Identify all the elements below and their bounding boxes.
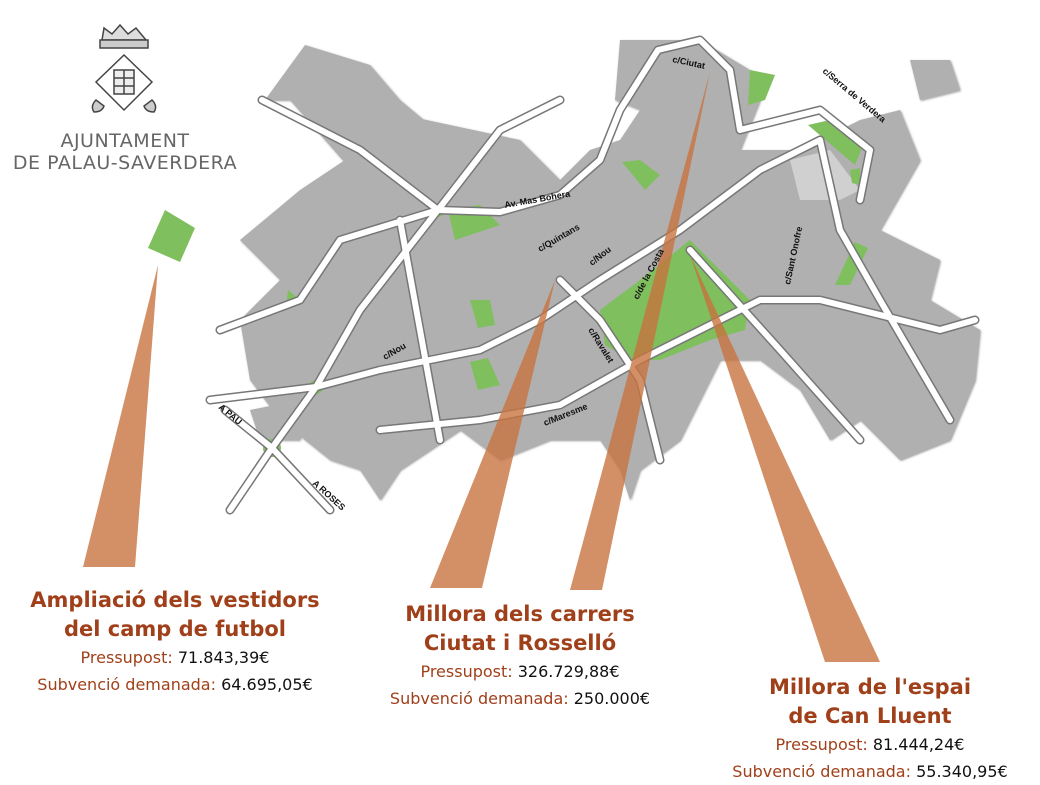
logo-line1: AJUNTAMENT (60, 130, 190, 152)
grant-value: 64.695,05€ (221, 675, 313, 694)
pointer-football (83, 265, 158, 567)
project-title: de Can Lluent (788, 704, 952, 728)
budget-value: 81.444,24€ (872, 735, 965, 754)
grant-label: Subvenció demanada: (732, 762, 911, 781)
logo-line2: DE PALAU-SAVERDERA (12, 152, 238, 174)
project-title: Ampliació dels vestidors (30, 588, 320, 612)
project-title: Millora de l'espai (768, 675, 972, 699)
grant-value: 55.340,95€ (916, 762, 1008, 781)
project-streets: Millora dels carrers Ciutat i Rosselló P… (345, 600, 695, 712)
grant-value: 250.000€ (573, 689, 651, 708)
project-can-lluent: Millora de l'espai de Can Lluent Pressup… (695, 673, 1040, 785)
project-football: Ampliació dels vestidors del camp de fut… (0, 586, 350, 698)
project-title: Millora dels carrers (405, 602, 635, 626)
pointer-streets (430, 280, 555, 588)
project-title: del camp de futbol (64, 617, 286, 641)
football-field-area (148, 210, 195, 262)
project-title: Ciutat i Rosselló (423, 631, 617, 655)
pointer-can-lluent (690, 255, 880, 662)
grant-label: Subvenció demanada: (389, 689, 569, 708)
budget-label: Pressupost: (775, 735, 868, 754)
budget-label: Pressupost: (420, 662, 513, 681)
grant-label: Subvenció demanada: (37, 675, 216, 694)
budget-value: 326.729,88€ (517, 662, 620, 681)
street-label: A PAU (217, 402, 244, 427)
coat-of-arms-icon (91, 23, 157, 113)
pointer-streets-2 (570, 72, 710, 590)
project-pointers (83, 72, 880, 662)
budget-label: Pressupost: (80, 648, 173, 667)
budget-value: 71.843,39€ (177, 648, 270, 667)
